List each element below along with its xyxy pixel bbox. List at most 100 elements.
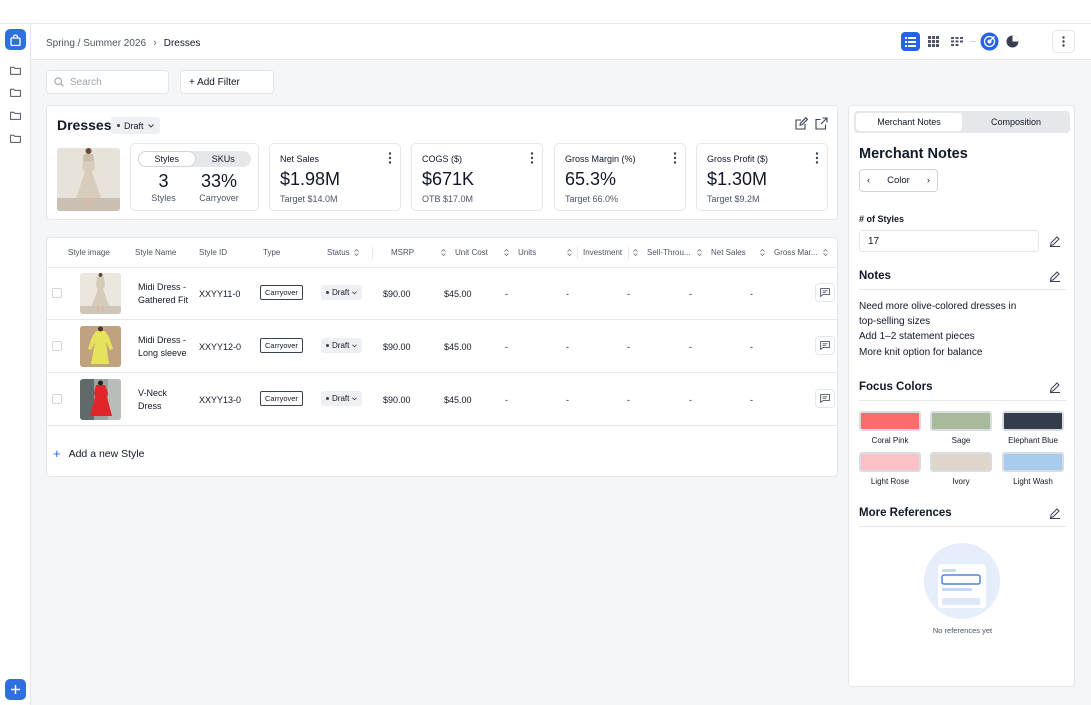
column-header[interactable] [697, 238, 702, 267]
kpi-value: $1.30M [707, 169, 768, 189]
column-header[interactable]: Net Sales [711, 248, 746, 257]
breadcrumb-current: Dresses [163, 37, 201, 49]
toggle-skus[interactable]: SKUs [211, 154, 235, 164]
chevron-left-icon[interactable]: ‹ [867, 175, 871, 186]
chevron-right-icon[interactable]: › [926, 175, 930, 186]
create-plus-button[interactable] [5, 679, 26, 700]
row-checkbox[interactable] [52, 341, 62, 351]
analytics-button[interactable] [1003, 32, 1022, 51]
table-row[interactable]: V-Neck Dress XXYY13-0 Carryover Draft $90… [47, 373, 837, 426]
kpi-value: $1.98M [280, 169, 341, 189]
column-header[interactable]: Investment [583, 248, 623, 257]
kebab-icon[interactable] [673, 152, 677, 164]
column-header[interactable]: Unit Cost [455, 248, 488, 257]
pencil-icon[interactable] [1049, 507, 1061, 519]
table-row[interactable]: Midi Dress - Long sleeve XXYY12-0 Carryov… [47, 320, 837, 373]
row-checkbox[interactable] [52, 394, 62, 404]
column-header[interactable] [760, 238, 765, 267]
kebab-icon[interactable] [815, 152, 819, 164]
column-header[interactable]: MSRP [391, 248, 415, 257]
app-logo-bag-icon[interactable] [5, 29, 26, 50]
column-header[interactable]: Status [327, 238, 359, 267]
sell-through-cell: - [627, 395, 630, 405]
styles-count-field[interactable]: 17 [859, 230, 1039, 252]
column-header[interactable]: Gross Mar... [774, 248, 818, 257]
section-divider [859, 526, 1066, 527]
column-header[interactable]: Units [518, 248, 537, 257]
edit-icon[interactable] [795, 117, 808, 130]
kpi-label: Net Sales [280, 154, 320, 164]
search-box [46, 70, 169, 94]
column-header[interactable]: Style Name [135, 248, 177, 257]
investment-cell: - [566, 289, 569, 299]
style-name[interactable]: Midi Dress - Gathered Fit [138, 282, 189, 305]
column-header[interactable] [504, 238, 509, 267]
pencil-icon[interactable] [1049, 381, 1061, 393]
search-input[interactable] [70, 76, 160, 88]
status-dropdown[interactable]: Draft [321, 285, 363, 300]
pencil-icon[interactable] [1049, 270, 1061, 282]
comment-button[interactable] [815, 283, 835, 302]
column-header[interactable] [633, 238, 638, 267]
sort-icon [567, 249, 572, 256]
column-header[interactable] [567, 238, 572, 267]
breadcrumb-parent[interactable]: Spring / Summer 2026 [46, 37, 147, 49]
collection-status-dropdown[interactable]: Draft [111, 117, 160, 134]
styles-label: Styles [151, 193, 176, 203]
kpi-value: 65.3% [565, 169, 617, 189]
folder-icon[interactable] [10, 66, 21, 75]
add-filter-button[interactable]: + Add Filter [180, 70, 274, 94]
toggle-styles[interactable]: Styles [138, 151, 196, 167]
target-icon [980, 32, 999, 51]
comment-button[interactable] [815, 336, 835, 355]
color-swatch[interactable] [859, 452, 921, 472]
status-dropdown[interactable]: Draft [321, 338, 363, 353]
status-dot [326, 397, 329, 400]
empty-references-illustration-icon [924, 543, 1000, 619]
investment-cell: - [566, 395, 569, 405]
column-header[interactable]: Type [263, 248, 281, 257]
style-thumbnail [80, 273, 121, 314]
color-swatch[interactable] [930, 411, 992, 431]
style-name[interactable]: V-Neck Dress [138, 388, 168, 411]
table-row[interactable]: Midi Dress - Gathered Fit XXYY11-0 Carryo… [47, 267, 837, 320]
tab-merchant-notes[interactable]: Merchant Notes [856, 113, 962, 131]
kebab-icon[interactable] [388, 152, 392, 164]
style-id: XXYY12-0 [199, 342, 242, 352]
column-header[interactable] [823, 238, 828, 267]
more-options-button[interactable] [1052, 30, 1075, 53]
list-view-button[interactable] [901, 32, 920, 51]
kpi-value: $671K [422, 169, 475, 189]
folder-icon[interactable] [10, 88, 21, 97]
column-header[interactable]: Sell-Throu... [647, 248, 691, 257]
msrp-cell: $90.00 [383, 289, 411, 299]
board-view-button[interactable] [947, 32, 966, 51]
msrp-cell: $90.00 [383, 342, 411, 352]
net-sales-cell: - [689, 342, 692, 352]
folder-icon[interactable] [10, 134, 21, 143]
row-checkbox[interactable] [52, 288, 62, 298]
external-link-icon[interactable] [815, 117, 828, 130]
chevron-down-icon [352, 290, 358, 294]
unit-cost-cell: $45.00 [444, 289, 472, 299]
color-swatch[interactable] [1002, 452, 1064, 472]
color-swatch[interactable] [930, 452, 992, 472]
column-header[interactable]: Style image [68, 248, 110, 257]
comment-button[interactable] [815, 389, 835, 408]
column-header[interactable] [441, 238, 446, 267]
styles-stat: 3 Styles [145, 171, 182, 203]
units-cell: - [505, 289, 508, 299]
target-button[interactable] [980, 32, 999, 51]
column-header[interactable]: Style ID [199, 248, 228, 257]
board-icon [950, 36, 963, 46]
pencil-icon[interactable] [1049, 235, 1061, 247]
style-name[interactable]: Midi Dress - Long sleeve [138, 335, 187, 358]
kebab-icon[interactable] [530, 152, 534, 164]
color-swatch[interactable] [1002, 411, 1064, 431]
folder-icon[interactable] [10, 111, 21, 120]
add-style-button[interactable]: + Add a new Style [53, 446, 144, 461]
status-dropdown[interactable]: Draft [321, 391, 363, 406]
color-swatch[interactable] [859, 411, 921, 431]
grid-view-button[interactable] [924, 32, 943, 51]
tab-composition[interactable]: Composition [990, 117, 1042, 127]
